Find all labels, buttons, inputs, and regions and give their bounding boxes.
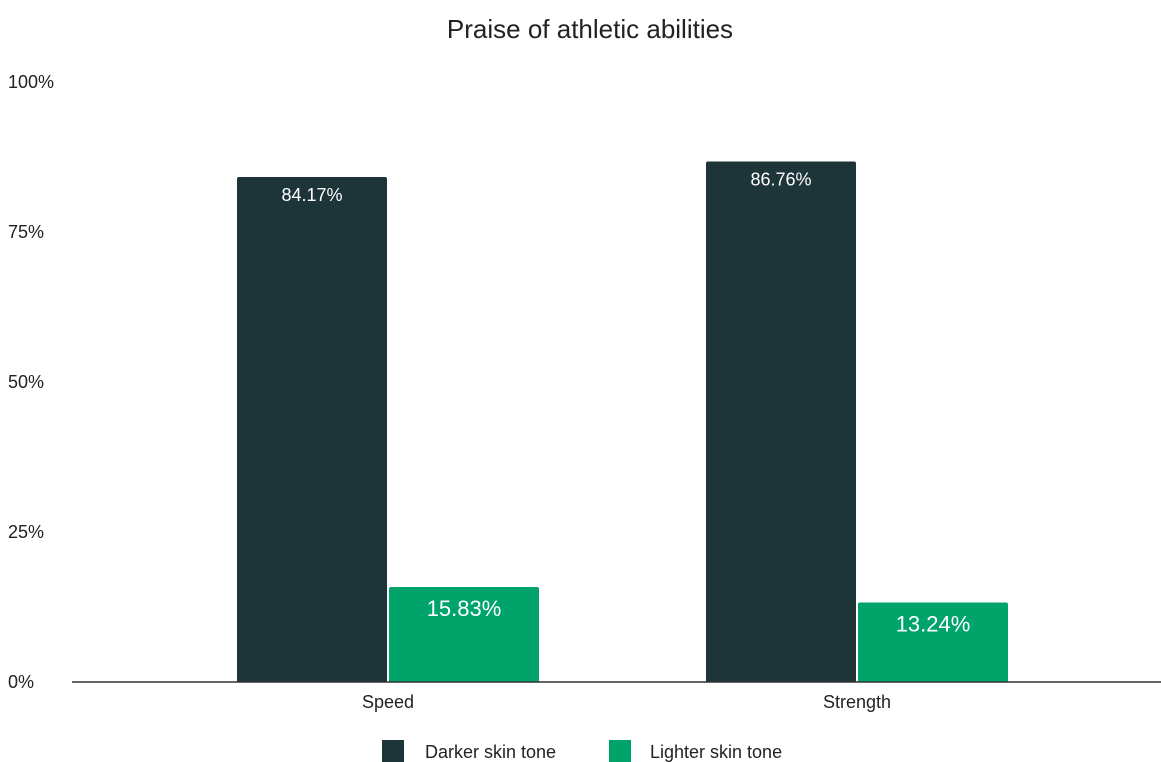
x-axis-ticks: Speed Strength <box>362 692 891 712</box>
bar-lighter-speed <box>389 587 539 682</box>
data-label: 86.76% <box>750 169 811 189</box>
data-label: 13.24% <box>896 612 971 637</box>
bar-lighter-strength <box>858 602 1008 682</box>
bar-darker-strength <box>706 161 856 682</box>
data-label: 84.17% <box>281 185 342 205</box>
bar-darker-speed <box>237 176 387 683</box>
data-label: 15.83% <box>427 596 502 621</box>
y-tick-label: 50% <box>8 372 44 392</box>
y-tick-label: 0% <box>8 672 34 692</box>
legend-label-lighter: Lighter skin tone <box>650 742 782 762</box>
legend: Darker skin tone Lighter skin tone <box>382 740 782 762</box>
legend-swatch-lighter <box>609 740 631 762</box>
x-tick-label: Speed <box>362 692 414 712</box>
y-tick-label: 25% <box>8 522 44 542</box>
data-labels-group: 84.17% 15.83% 86.76% 13.24% <box>281 169 970 636</box>
y-axis-ticks: 0% 25% 50% 75% 100% <box>8 72 54 692</box>
y-tick-label: 75% <box>8 222 44 242</box>
x-tick-label: Strength <box>823 692 891 712</box>
chart-title: Praise of athletic abilities <box>447 14 733 44</box>
legend-label-darker: Darker skin tone <box>425 742 556 762</box>
legend-swatch-darker <box>382 740 404 762</box>
bars-group <box>237 161 1008 683</box>
y-tick-label: 100% <box>8 72 54 92</box>
